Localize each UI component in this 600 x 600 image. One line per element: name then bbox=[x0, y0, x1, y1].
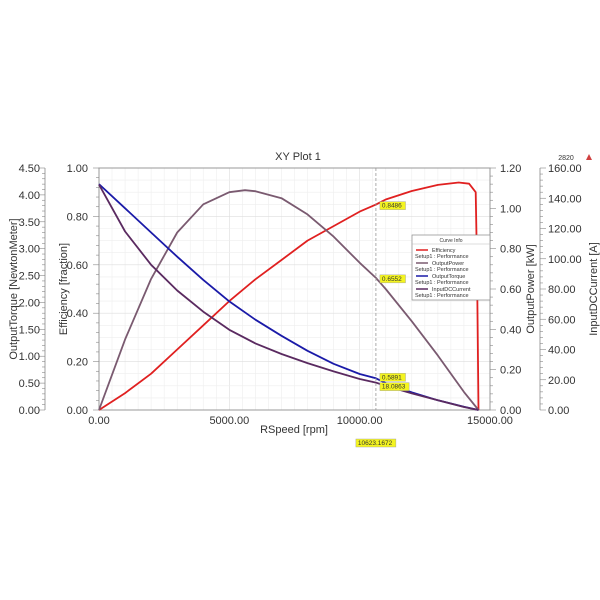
torque-tick-label: 4.00 bbox=[19, 190, 40, 202]
current-tick-label: 40.00 bbox=[548, 345, 576, 357]
chart-title: XY Plot 1 bbox=[275, 151, 321, 163]
power-tick-label: 1.20 bbox=[500, 163, 521, 175]
efficiency-axis-label: Efficiency [fraction] bbox=[58, 243, 70, 335]
series-inputdccurrent-line[interactable] bbox=[98, 184, 479, 411]
marker-x-label: 10623.1672 bbox=[358, 440, 393, 447]
torque-tick-label: 0.50 bbox=[19, 378, 40, 390]
efficiency-tick-label: 0.40 bbox=[67, 308, 88, 320]
legend-series-setup: Setup1 : Performance bbox=[415, 280, 469, 286]
torque-tick-label: 1.00 bbox=[19, 351, 40, 363]
power-tick-label: 0.60 bbox=[500, 284, 521, 296]
marker-value-label: 0.8486 bbox=[382, 203, 402, 210]
legend-series-name: OutputTorque bbox=[432, 274, 465, 280]
efficiency-tick-label: 0.20 bbox=[67, 357, 88, 369]
legend-series-setup: Setup1 : Performance bbox=[415, 254, 469, 260]
current-tick-label: 80.00 bbox=[548, 284, 576, 296]
current-tick-label: 160.00 bbox=[548, 163, 582, 175]
power-tick-label: 0.80 bbox=[500, 244, 521, 256]
legend-series-setup: Setup1 : Performance bbox=[415, 293, 469, 299]
efficiency-tick-label: 0.80 bbox=[67, 211, 88, 223]
torque-tick-label: 4.50 bbox=[19, 163, 40, 175]
corner-label: 2820 bbox=[558, 155, 574, 162]
x-tick-label: 10000.00 bbox=[337, 415, 383, 427]
corner-triangle-icon[interactable] bbox=[586, 154, 592, 160]
x-tick-label: 15000.00 bbox=[467, 415, 513, 427]
legend-series-name: OutputPower bbox=[432, 261, 464, 267]
current-tick-label: 60.00 bbox=[548, 314, 576, 326]
x-tick-label: 5000.00 bbox=[209, 415, 249, 427]
torque-tick-label: 2.50 bbox=[19, 271, 40, 283]
marker-value-label-box bbox=[379, 201, 406, 210]
torque-tick-label: 3.50 bbox=[19, 217, 40, 229]
marker-value-label-box bbox=[379, 382, 410, 391]
efficiency-tick-label: 0.00 bbox=[67, 405, 88, 417]
current-axis-label: InputDCCurrent [A] bbox=[588, 242, 600, 336]
power-tick-label: 0.40 bbox=[500, 324, 521, 336]
marker-value-label: 0.6552 bbox=[382, 276, 402, 283]
marker-value-label-box bbox=[379, 274, 406, 284]
marker-x-label-box bbox=[355, 438, 397, 448]
power-axis-label: OutputPower [kW] bbox=[525, 244, 537, 333]
x-tick-label: 0.00 bbox=[88, 415, 109, 427]
torque-axis-label: OutputTorque [NewtonMeter] bbox=[8, 218, 20, 359]
current-tick-label: 100.00 bbox=[548, 254, 582, 266]
current-tick-label: 120.00 bbox=[548, 224, 582, 236]
torque-tick-label: 1.50 bbox=[19, 324, 40, 336]
current-tick-label: 20.00 bbox=[548, 375, 576, 387]
torque-tick-label: 0.00 bbox=[19, 405, 40, 417]
power-tick-label: 1.00 bbox=[500, 203, 521, 215]
legend-series-name: Efficiency bbox=[432, 248, 456, 254]
marker-value-label-box bbox=[379, 373, 406, 382]
efficiency-tick-label: 0.60 bbox=[67, 260, 88, 272]
torque-tick-label: 3.00 bbox=[19, 244, 40, 256]
current-tick-label: 140.00 bbox=[548, 193, 582, 205]
legend-title: Curve Info bbox=[439, 238, 462, 244]
marker-value-label: 18.0863 bbox=[382, 384, 406, 391]
legend-series-name: InputDCCurrent bbox=[432, 287, 471, 293]
x-axis-label: RSpeed [rpm] bbox=[260, 424, 328, 436]
marker-value-label: 0.5891 bbox=[382, 374, 402, 381]
torque-tick-label: 2.00 bbox=[19, 297, 40, 309]
legend-series-setup: Setup1 : Performance bbox=[415, 267, 469, 273]
power-tick-label: 0.20 bbox=[500, 365, 521, 377]
efficiency-tick-label: 1.00 bbox=[67, 163, 88, 175]
power-tick-label: 0.00 bbox=[500, 405, 521, 417]
series-efficiency-line[interactable] bbox=[98, 181, 480, 411]
current-tick-label: 0.00 bbox=[548, 405, 569, 417]
series-outputpower-line[interactable] bbox=[98, 189, 480, 411]
